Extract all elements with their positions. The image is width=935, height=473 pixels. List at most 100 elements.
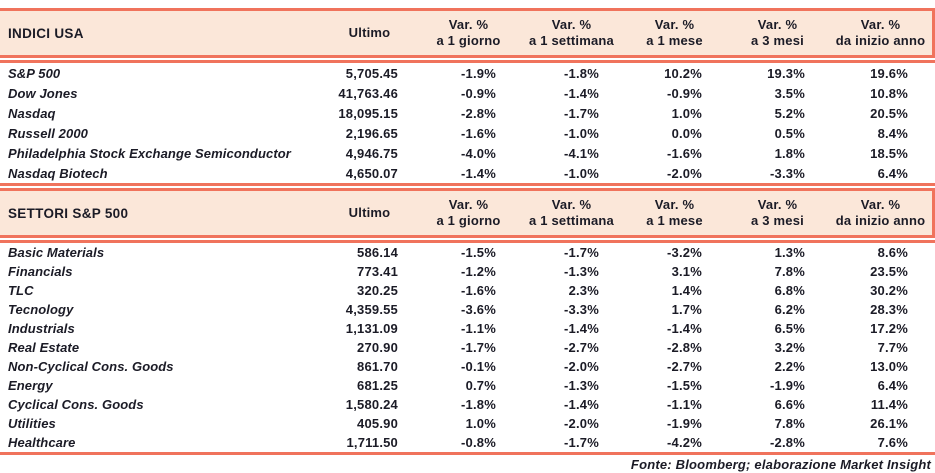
var-value: 5.2%	[774, 105, 805, 121]
column-header-var-ytd: Var. % da inizio anno	[829, 17, 932, 49]
var-value: 0.5%	[774, 125, 805, 141]
var-value: -3.2%	[667, 245, 702, 260]
var-value: -3.3%	[770, 165, 805, 181]
var-value: -4.1%	[564, 145, 599, 161]
var-value: 3.2%	[774, 340, 805, 355]
ultimo-value: 2,196.65	[345, 125, 398, 141]
var-value: -2.0%	[667, 165, 702, 181]
var-period: a 3 mesi	[751, 213, 804, 228]
table-row: Utilities 405.90 1.0% -2.0% -1.9% 7.8% 26.1%	[0, 414, 935, 433]
var-value: 1.0%	[465, 416, 496, 431]
var-label: Var. %	[551, 17, 592, 32]
ultimo-value: 1,711.50	[346, 435, 398, 450]
var-value: 10.2%	[664, 65, 702, 81]
table-row: Energy 681.25 0.7% -1.3% -1.5% -1.9% 6.4%	[0, 376, 935, 395]
var-value: -1.3%	[564, 264, 599, 279]
var-value: -1.7%	[564, 435, 599, 450]
var-value: 20.5%	[870, 105, 908, 121]
var-value: -1.6%	[461, 125, 496, 141]
row-label: Non-Cyclical Cons. Goods	[8, 359, 174, 374]
table1-rows: S&P 500 5,705.45 -1.9% -1.8% 10.2% 19.3% 19.6%…	[0, 63, 935, 183]
column-header-ultimo: Ultimo	[348, 205, 391, 220]
ultimo-value: 405.90	[357, 416, 398, 431]
var-value: -1.8%	[461, 397, 496, 412]
var-value: 30.2%	[870, 283, 908, 298]
row-label: Tecnology	[8, 302, 74, 317]
ultimo-value: 681.25	[357, 378, 398, 393]
column-header-var-3m: Var. % a 3 mesi	[726, 17, 829, 49]
var-label: Var. %	[757, 197, 798, 212]
row-label: Real Estate	[8, 340, 80, 355]
table-row: Russell 2000 2,196.65 -1.6% -1.0% 0.0% 0.5% 8.…	[0, 123, 935, 143]
column-header-ultimo: Ultimo	[348, 25, 391, 40]
var-value: -2.8%	[667, 340, 702, 355]
row-label: S&P 500	[8, 65, 61, 81]
table-row: Tecnology 4,359.55 -3.6% -3.3% 1.7% 6.2% 28.3%	[0, 300, 935, 319]
table1-header-rule	[0, 55, 935, 63]
var-value: -4.2%	[667, 435, 702, 450]
var-value: -1.7%	[564, 245, 599, 260]
var-value: -0.1%	[461, 359, 496, 374]
var-label: Var. %	[860, 17, 901, 32]
var-label: Var. %	[757, 17, 798, 32]
table2-top-rule	[0, 188, 935, 191]
column-header-var-3m: Var. % a 3 mesi	[726, 197, 829, 229]
table2-header-band: SETTORI S&P 500 Ultimo Var. % a 1 giorno…	[0, 191, 935, 235]
var-value: 6.8%	[774, 283, 805, 298]
var-value: -0.9%	[667, 85, 702, 101]
var-value: 1.8%	[774, 145, 805, 161]
var-value: 26.1%	[870, 416, 908, 431]
table1-top-rule	[0, 8, 935, 11]
table1-title: INDICI USA	[8, 25, 84, 41]
var-period: a 1 mese	[646, 213, 703, 228]
table-row: Healthcare 1,711.50 -0.8% -1.7% -4.2% -2.8% 7.…	[0, 433, 935, 452]
var-value: -0.8%	[461, 435, 496, 450]
table-row: Dow Jones 41,763.46 -0.9% -1.4% -0.9% 3.5% 10.…	[0, 83, 935, 103]
var-value: -3.6%	[461, 302, 496, 317]
table-row: Basic Materials 586.14 -1.5% -1.7% -3.2% 1.3%…	[0, 243, 935, 262]
var-value: -1.4%	[461, 165, 496, 181]
var-value: -1.4%	[564, 397, 599, 412]
var-value: -3.3%	[564, 302, 599, 317]
var-value: -2.7%	[564, 340, 599, 355]
var-value: 10.8%	[870, 85, 908, 101]
ultimo-value: 41,763.46	[338, 85, 398, 101]
table-row: Financials 773.41 -1.2% -1.3% 3.1% 7.8% 23.5%	[0, 262, 935, 281]
column-header-var-1m: Var. % a 1 mese	[623, 197, 726, 229]
var-value: -1.9%	[770, 378, 805, 393]
var-period: a 1 giorno	[436, 33, 501, 48]
var-period: a 1 mese	[646, 33, 703, 48]
var-label: Var. %	[448, 197, 489, 212]
var-period: a 3 mesi	[751, 33, 804, 48]
row-label: Dow Jones	[8, 85, 78, 101]
var-value: 0.7%	[465, 378, 496, 393]
var-value: 7.8%	[774, 264, 805, 279]
var-value: -1.4%	[564, 85, 599, 101]
var-value: 1.7%	[671, 302, 702, 317]
column-header-var-1g: Var. % a 1 giorno	[417, 17, 520, 49]
var-value: -1.6%	[667, 145, 702, 161]
var-value: 1.0%	[671, 105, 702, 121]
var-value: -1.7%	[461, 340, 496, 355]
ultimo-value: 1,131.09	[345, 321, 398, 336]
var-period: a 1 settimana	[529, 33, 614, 48]
table1-bottom-rule	[0, 183, 935, 186]
var-value: -1.0%	[564, 125, 599, 141]
column-header-var-ytd: Var. % da inizio anno	[829, 197, 932, 229]
ultimo-value: 4,359.55	[345, 302, 398, 317]
row-label: Energy	[8, 378, 53, 393]
row-label: TLC	[8, 283, 34, 298]
var-period: a 1 giorno	[436, 213, 501, 228]
var-value: -2.8%	[461, 105, 496, 121]
var-value: -1.9%	[667, 416, 702, 431]
var-period: a 1 settimana	[529, 213, 614, 228]
var-value: 3.1%	[671, 264, 702, 279]
row-label: Basic Materials	[8, 245, 105, 260]
var-value: 7.7%	[877, 340, 908, 355]
column-header-var-1m: Var. % a 1 mese	[623, 17, 726, 49]
var-value: 23.5%	[870, 264, 908, 279]
row-label: Industrials	[8, 321, 75, 336]
var-value: -2.7%	[667, 359, 702, 374]
var-value: 19.3%	[767, 65, 805, 81]
var-value: 7.8%	[774, 416, 805, 431]
